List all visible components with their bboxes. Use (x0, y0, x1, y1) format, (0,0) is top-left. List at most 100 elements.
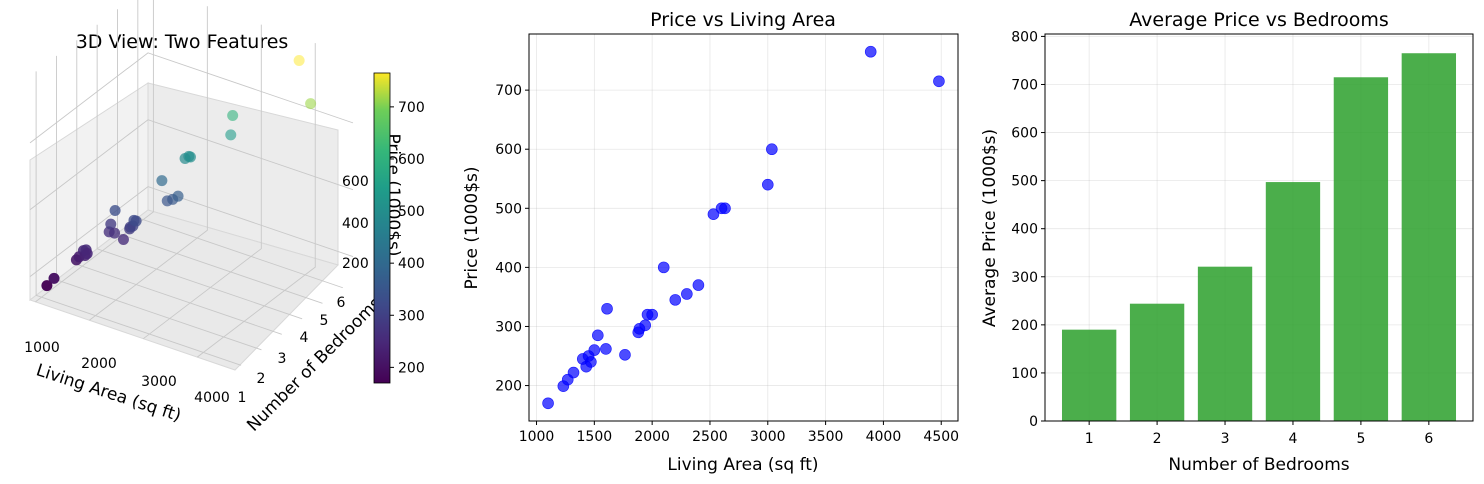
chart-3d-title: 3D View: Two Features (76, 31, 289, 53)
colorbar-tick-label: 700 (398, 100, 425, 116)
y3-tick-5: 5 (320, 313, 329, 329)
y-tick-label: 300 (495, 319, 522, 335)
scatter3d-point (130, 215, 142, 227)
x3-tick-4000: 4000 (194, 390, 230, 406)
chart-bar-bars (1061, 53, 1457, 422)
z3-tick-600: 600 (342, 174, 369, 190)
chart-bar-ticks: 0 100 200 300 400 500 600 700 800 1 2 3 4 5 6 (1011, 29, 1433, 447)
chart-scatter-ylabel: Price (1000$s) (462, 166, 482, 289)
scatter-point (601, 302, 613, 315)
scatter3d-point (156, 175, 168, 187)
scatter-point (592, 329, 604, 342)
colorbar-tick-label: 600 (398, 152, 425, 168)
scatter-point (600, 343, 612, 355)
scatter-point (669, 294, 682, 306)
bar-2-bedrooms (1129, 303, 1185, 421)
scatter-point (761, 178, 774, 191)
y-tick-label: 700 (495, 83, 522, 99)
bar-6-bedrooms (1401, 53, 1457, 422)
y-tick-label: 0 (1029, 414, 1038, 430)
y-grid-3d (35, 71, 242, 366)
chart-3d-zticks: 200 400 600 (342, 174, 369, 272)
x-tick-label: 1 (1085, 431, 1094, 447)
z-grid-3d (29, 186, 354, 277)
scatter3d-point (48, 272, 60, 284)
chart-3d: 3D View: Two Features 1000 2000 3000 400… (24, 0, 425, 436)
x-tick-label: 1500 (577, 429, 613, 445)
scatter-point (707, 208, 720, 221)
chart-bar-title: Average Price vs Bedrooms (1129, 9, 1388, 31)
y3-tick-2: 2 (257, 371, 266, 387)
colorbar-tick-label: 400 (398, 256, 425, 272)
x3-tick-1000: 1000 (24, 340, 60, 356)
chart-3d-xticks: 1000 2000 3000 4000 (24, 340, 230, 406)
y3-tick-6: 6 (337, 295, 346, 311)
y3-tick-4: 4 (300, 330, 309, 346)
chart-3d-yticks: 1 2 3 4 5 6 (238, 295, 346, 406)
x-grid-3d (35, 0, 154, 303)
y-tick-label: 200 (495, 379, 522, 395)
z-grid-3d (29, 52, 354, 144)
x-tick-label: 3000 (750, 429, 786, 445)
chart-scatter-xlabel: Living Area (sq ft) (667, 455, 818, 475)
chart-scatter-grid (529, 34, 958, 421)
scatter3d-point (225, 129, 237, 141)
scatter3d-point (117, 233, 129, 245)
x-grid-3d (89, 6, 208, 321)
x-tick-label: 2500 (692, 429, 728, 445)
x-tick-label: 6 (1424, 431, 1433, 447)
colorbar-tick-label: 300 (398, 308, 425, 324)
scatter3d-point (227, 109, 239, 121)
z-grid-3d (29, 119, 354, 211)
chart-bar-frame (1044, 33, 1474, 422)
x3-tick-2000: 2000 (81, 356, 117, 372)
scatter3d-point (172, 190, 184, 202)
scatter-point (567, 366, 580, 379)
scatter-point (646, 308, 658, 321)
x-tick-label: 4 (1289, 431, 1298, 447)
chart-scatter-ticks: 1000 1500 2000 2500 3000 3500 4000 4500 200 300 40… (495, 83, 959, 445)
y-tick-label: 800 (1011, 29, 1038, 45)
y-grid-3d (96, 24, 303, 320)
colorbar-gradient (373, 72, 391, 384)
y-tick-label: 500 (1011, 174, 1038, 190)
colorbar: 200 300 400 500 600 700 (373, 72, 425, 384)
x-tick-label: 2 (1153, 431, 1162, 447)
x-grid-3d (196, 43, 316, 358)
scatter-point (864, 45, 877, 58)
scatter-point (766, 143, 778, 156)
scatter-point (588, 344, 601, 356)
scatter3d-point (184, 151, 196, 163)
scatter3d-point (81, 248, 93, 260)
y3-tick-3: 3 (278, 351, 287, 367)
y-tick-label: 400 (495, 260, 522, 276)
y-tick-label: 200 (1011, 318, 1038, 334)
bar-5-bedrooms (1333, 77, 1389, 421)
scatter3d-point (41, 280, 53, 292)
scatter-point (585, 356, 597, 368)
chart-3d-box (28, 82, 339, 371)
chart-scatter: Price vs Living Area 1000 1500 2000 2500 300… (462, 9, 959, 475)
scatter-point (619, 349, 631, 361)
scatter3d-point (109, 205, 121, 217)
y-tick-label: 600 (495, 142, 522, 158)
scatter-point (719, 202, 731, 215)
y-tick-label: 500 (495, 201, 522, 217)
x-tick-label: 3 (1221, 431, 1230, 447)
scatter-point (639, 319, 652, 332)
scatter-point (681, 288, 693, 300)
bar-3-bedrooms (1197, 266, 1253, 421)
bar-1-bedrooms (1061, 329, 1117, 421)
colorbar-tick-label: 500 (398, 204, 425, 220)
x3-tick-3000: 3000 (141, 374, 177, 390)
y-tick-label: 600 (1011, 126, 1038, 142)
z3-tick-400: 400 (342, 216, 369, 232)
chart-bar-ylabel: Average Price (1000$s) (980, 129, 1000, 327)
x-grid-3d (143, 24, 262, 340)
y-tick-label: 100 (1011, 366, 1038, 382)
bar-4-bedrooms (1265, 182, 1321, 421)
x-tick-label: 3500 (808, 429, 844, 445)
chart-bar-xlabel: Number of Bedrooms (1168, 455, 1349, 475)
y-tick-label: 300 (1011, 270, 1038, 286)
